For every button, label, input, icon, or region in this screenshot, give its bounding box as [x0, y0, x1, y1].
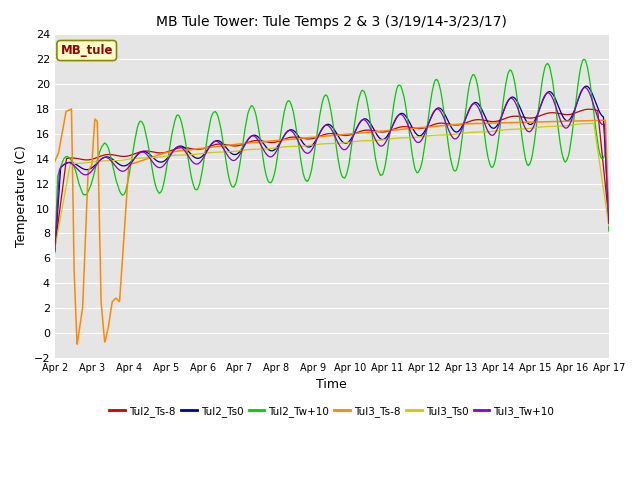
Line: Tul3_Tw+10: Tul3_Tw+10 — [55, 87, 609, 250]
Tul3_Ts0 — [605, 223, 612, 228]
Tul3_Ts-8 — [491, 120, 499, 126]
Tul2_Ts-8 — [605, 216, 612, 222]
X-axis label: Time: Time — [317, 378, 348, 391]
Tul2_Ts0 — [174, 144, 182, 149]
Tul3_Tw+10 — [539, 96, 547, 102]
Tul3_Tw+10 — [174, 144, 182, 150]
Tul2_Ts0 — [161, 158, 168, 164]
Tul3_Ts0 — [161, 154, 168, 159]
Tul3_Ts0 — [174, 152, 182, 158]
Legend: Tul2_Ts-8, Tul2_Ts0, Tul2_Tw+10, Tul3_Ts-8, Tul3_Ts0, Tul3_Tw+10: Tul2_Ts-8, Tul2_Ts0, Tul2_Tw+10, Tul3_Ts… — [106, 402, 559, 421]
Tul2_Ts-8 — [418, 125, 426, 131]
Tul3_Tw+10 — [581, 84, 589, 90]
Tul3_Ts-8 — [74, 341, 81, 347]
Tul2_Tw+10 — [605, 228, 612, 234]
Tul3_Ts0 — [590, 120, 598, 126]
Tul3_Ts0 — [236, 148, 244, 154]
Tul2_Ts-8 — [174, 145, 182, 151]
Line: Tul3_Ts0: Tul3_Ts0 — [55, 123, 609, 248]
Line: Tul2_Ts-8: Tul2_Ts-8 — [55, 109, 609, 247]
Tul3_Tw+10 — [490, 132, 498, 137]
Tul2_Ts-8 — [236, 143, 244, 148]
Y-axis label: Temperature (C): Temperature (C) — [15, 145, 28, 247]
Tul3_Ts0 — [51, 245, 59, 251]
Tul3_Tw+10 — [161, 162, 168, 168]
Tul2_Ts0 — [605, 216, 612, 221]
Tul2_Tw+10 — [490, 161, 498, 167]
Tul3_Ts-8 — [605, 213, 612, 219]
Tul3_Ts-8 — [175, 148, 182, 154]
Tul2_Ts0 — [236, 148, 244, 154]
Tul3_Ts0 — [490, 128, 498, 134]
Line: Tul3_Ts-8: Tul3_Ts-8 — [55, 109, 609, 344]
Tul2_Ts0 — [418, 132, 426, 138]
Tul3_Ts-8 — [419, 124, 426, 130]
Tul2_Tw+10 — [418, 160, 426, 166]
Tul3_Ts-8 — [237, 141, 244, 146]
Tul3_Ts-8 — [161, 150, 169, 156]
Title: MB Tule Tower: Tule Temps 2 & 3 (3/19/14-3/23/17): MB Tule Tower: Tule Temps 2 & 3 (3/19/14… — [156, 15, 508, 29]
Tul2_Tw+10 — [161, 176, 168, 182]
Tul2_Tw+10 — [539, 73, 547, 79]
Tul2_Ts-8 — [161, 150, 168, 156]
Tul2_Tw+10 — [51, 249, 59, 255]
Tul3_Tw+10 — [605, 221, 612, 227]
Tul2_Ts-8 — [539, 112, 547, 118]
Line: Tul2_Tw+10: Tul2_Tw+10 — [55, 60, 609, 252]
Tul3_Tw+10 — [418, 137, 426, 143]
Tul2_Ts-8 — [51, 244, 59, 250]
Tul2_Ts0 — [51, 249, 59, 254]
Tul3_Tw+10 — [236, 151, 244, 157]
Tul2_Tw+10 — [236, 160, 244, 166]
Tul3_Ts0 — [539, 124, 547, 130]
Tul2_Ts-8 — [490, 119, 498, 124]
Tul3_Ts-8 — [68, 106, 76, 112]
Tul2_Ts-8 — [586, 106, 593, 112]
Tul3_Ts0 — [418, 134, 426, 140]
Tul3_Tw+10 — [51, 247, 59, 252]
Tul2_Ts0 — [539, 97, 547, 103]
Tul3_Ts-8 — [540, 119, 548, 125]
Tul2_Ts0 — [490, 125, 498, 131]
Text: MB_tule: MB_tule — [60, 44, 113, 57]
Tul2_Ts0 — [582, 84, 590, 89]
Tul3_Ts-8 — [51, 158, 59, 164]
Line: Tul2_Ts0: Tul2_Ts0 — [55, 86, 609, 252]
Tul2_Tw+10 — [174, 112, 182, 118]
Tul2_Tw+10 — [580, 57, 588, 62]
